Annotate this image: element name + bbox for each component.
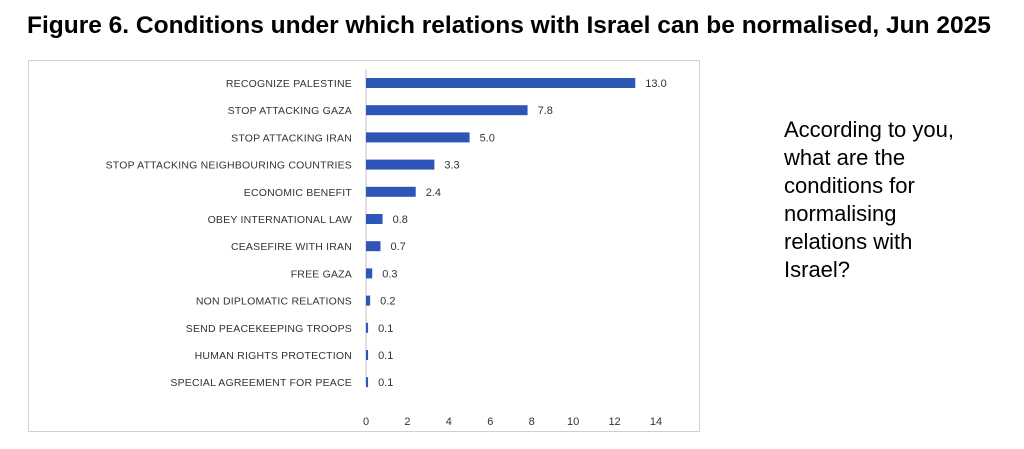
- x-tick-label: 4: [446, 416, 452, 428]
- data-label: 0.7: [391, 241, 406, 253]
- x-tick-label: 10: [567, 416, 579, 428]
- chart-panel: RECOGNIZE PALESTINE 13.0 STOP ATTACKING GA…: [28, 60, 700, 432]
- bar: [366, 105, 528, 116]
- bar: [366, 350, 369, 360]
- data-label: 0.3: [382, 268, 397, 280]
- bar: [366, 159, 435, 170]
- data-label: 0.1: [378, 377, 393, 389]
- bar: [366, 295, 371, 306]
- x-tick-label: 14: [650, 416, 662, 428]
- data-label: 2.4: [426, 187, 441, 199]
- bar: [366, 78, 636, 88]
- category-label: STOP ATTACKING NEIGHBOURING COUNTRIES: [106, 160, 352, 172]
- data-label: 0.8: [393, 214, 408, 226]
- survey-question: According to you, what are the condition…: [784, 117, 954, 282]
- category-label: NON DIPLOMATIC RELATIONS: [196, 296, 352, 308]
- data-label: 0.2: [380, 296, 395, 308]
- category-label: SPECIAL AGREEMENT FOR PEACE: [170, 377, 352, 389]
- x-tick-label: 6: [487, 416, 493, 428]
- bar: [366, 377, 369, 388]
- data-label: 0.1: [378, 323, 393, 335]
- data-label: 7.8: [538, 105, 553, 117]
- bar: [366, 241, 381, 252]
- category-label: CEASEFIRE WITH IRAN: [231, 241, 352, 253]
- bar: [366, 322, 369, 333]
- x-tick-label: 8: [529, 416, 535, 428]
- figure-title: Figure 6. Conditions under which relatio…: [27, 12, 991, 39]
- category-label: ECONOMIC BENEFIT: [244, 187, 353, 199]
- bar: [366, 186, 416, 197]
- category-label: FREE GAZA: [291, 268, 352, 280]
- data-label: 5.0: [480, 132, 495, 144]
- x-tick-label: 2: [404, 416, 410, 428]
- data-label: 3.3: [444, 160, 459, 172]
- x-tick-label: 0: [363, 416, 369, 428]
- bar-chart: RECOGNIZE PALESTINE 13.0 STOP ATTACKING GA…: [106, 69, 667, 428]
- category-label: RECOGNIZE PALESTINE: [226, 78, 352, 90]
- category-label: STOP ATTACKING GAZA: [228, 105, 352, 117]
- x-tick-label: 12: [608, 416, 620, 428]
- category-label: SEND PEACEKEEPING TROOPS: [186, 323, 352, 335]
- category-label: OBEY INTERNATIONAL LAW: [208, 214, 352, 226]
- bar: [366, 132, 470, 143]
- bar: [366, 268, 373, 279]
- category-label: HUMAN RIGHTS PROTECTION: [195, 350, 352, 362]
- category-label: STOP ATTACKING IRAN: [231, 132, 352, 144]
- bar: [366, 214, 383, 224]
- data-label: 0.1: [378, 350, 393, 362]
- data-label: 13.0: [645, 78, 666, 90]
